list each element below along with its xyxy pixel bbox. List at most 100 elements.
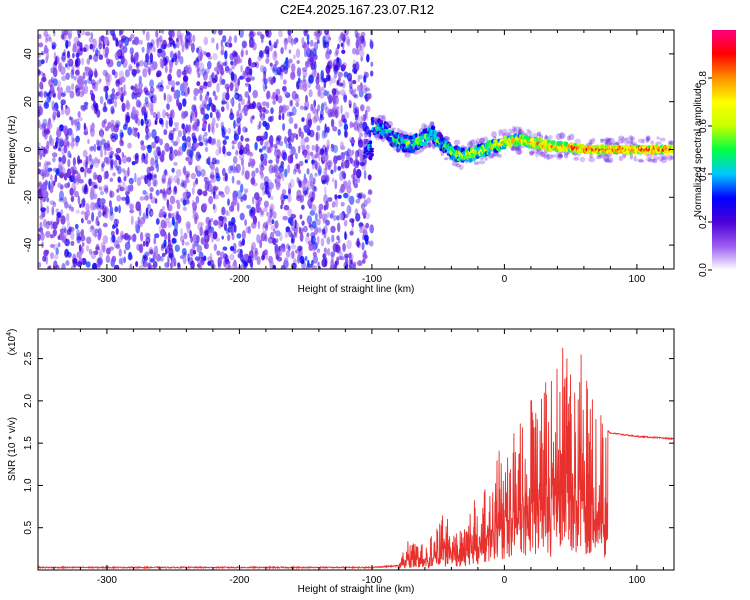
noise-speckle [338,119,343,128]
noise-speckle [77,34,81,39]
noise-speckle [173,257,177,267]
noise-speckle [118,39,123,48]
noise-speckle [155,218,160,225]
noise-speckle [273,228,276,234]
noise-speckle [276,66,282,76]
noise-speckle [38,161,41,167]
noise-speckle [135,69,141,74]
noise-speckle [192,121,198,130]
noise-speckle [66,168,72,179]
signal-blob [394,138,398,142]
noise-speckle [41,85,44,90]
signal-halo [630,136,636,141]
noise-speckle [60,209,64,216]
noise-speckle [97,140,103,150]
noise-speckle [46,140,50,150]
y-tick-label: 2.0 [23,393,34,407]
noise-speckle [128,251,133,261]
noise-speckle [359,227,365,234]
noise-speckle [183,87,189,97]
noise-speckle [99,198,106,204]
noise-speckle [181,239,185,246]
noise-speckle [144,195,149,201]
noise-speckle [355,48,360,56]
noise-speckle [70,231,75,241]
noise-speckle [38,103,42,109]
noise-speckle [176,68,182,78]
noise-speckle [40,198,43,205]
noise-speckle [169,130,175,137]
noise-speckle [154,155,159,164]
noise-speckle [336,215,340,221]
noise-speckle [177,262,181,268]
noise-speckle [90,79,96,86]
noise-speckle [260,112,266,121]
signal-halo [608,137,615,144]
noise-speckle [213,194,219,200]
noise-speckle [156,162,160,173]
noise-speckle [241,158,244,167]
noise-speckle [116,236,123,244]
noise-speckle [211,37,215,44]
noise-speckle [283,204,290,211]
noise-speckle [94,184,99,189]
noise-speckle [302,75,306,82]
noise-speckle [272,64,278,72]
noise-speckle [142,190,147,195]
noise-speckle [321,229,324,236]
noise-speckle [60,103,64,111]
noise-speckle [262,230,267,237]
noise-speckle [224,65,230,74]
noise-speckle [77,121,81,131]
noise-speckle [119,129,124,139]
noise-speckle [337,128,341,136]
noise-speckle [43,101,49,109]
noise-speckle [116,49,122,57]
signal-halo [559,132,565,140]
noise-speckle [90,201,96,211]
noise-speckle [306,232,310,237]
noise-speckle [202,71,208,81]
noise-speckle [216,82,220,93]
noise-speckle [352,108,358,114]
noise-speckle [331,201,336,208]
noise-speckle [176,177,180,185]
noise-speckle [230,227,234,236]
noise-speckle [273,44,278,49]
noise-speckle [240,241,245,246]
noise-speckle [61,262,66,269]
spectrogram-marks [38,30,674,269]
noise-speckle [55,168,60,175]
noise-speckle [196,170,202,177]
noise-speckle [213,219,219,226]
noise-speckle [165,85,170,90]
noise-speckle [59,228,65,234]
noise-speckle [198,251,204,259]
noise-speckle [319,113,323,119]
noise-speckle [212,186,219,191]
noise-speckle [172,127,176,132]
noise-speckle [331,234,335,243]
noise-speckle [337,165,342,171]
noise-speckle [295,48,301,58]
signal-halo [628,135,633,141]
noise-speckle [114,206,119,213]
noise-speckle [199,85,204,91]
noise-speckle [350,89,355,96]
noise-speckle [261,146,267,151]
noise-speckle [117,84,121,94]
signal-halo [478,160,486,165]
noise-speckle [194,241,199,247]
noise-speckle [176,150,181,157]
noise-speckle [244,137,250,142]
noise-speckle [362,84,368,94]
noise-speckle [231,62,236,70]
noise-speckle [175,220,179,226]
noise-speckle [188,160,193,166]
noise-speckle [191,124,197,132]
noise-speckle [140,118,144,126]
signal-halo [541,151,548,158]
noise-speckle [111,255,117,263]
noise-speckle [127,166,130,177]
noise-speckle [312,177,316,185]
